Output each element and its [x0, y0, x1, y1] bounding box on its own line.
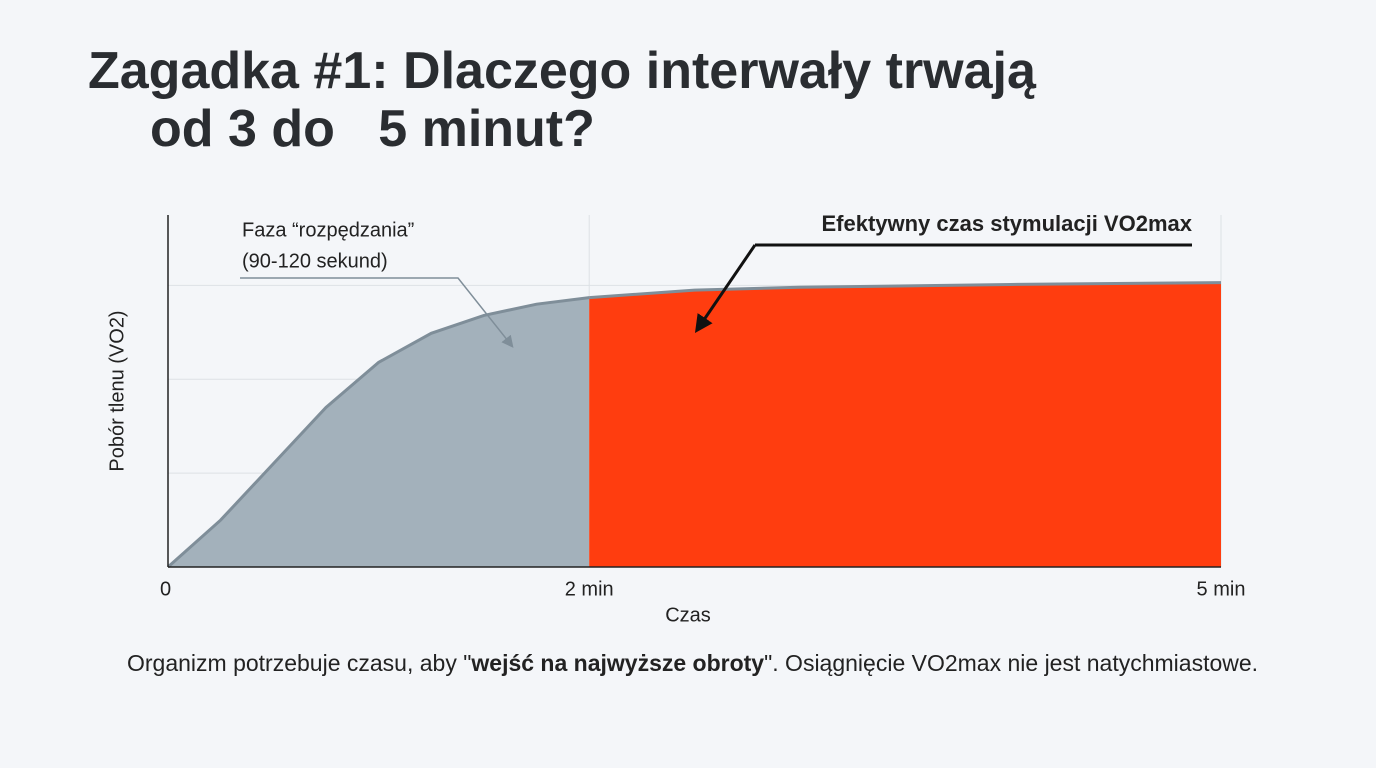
area	[168, 297, 590, 567]
annotation: (90-120 sekund)	[242, 250, 388, 272]
x-tick-label: 2 min	[565, 578, 614, 600]
area-line	[167, 296, 590, 569]
area	[589, 282, 1221, 567]
annotation: Efektywny czas stymulacji VO2max	[821, 211, 1192, 236]
y-axis-label: Pobór tlenu (VO2)	[106, 310, 128, 471]
annotation-arrow	[240, 277, 514, 348]
annotation: Faza “rozpędzania”	[242, 219, 414, 241]
title-line: Zagadka #1: Dlaczego interwały trwają	[88, 42, 1037, 100]
caption: Organizm potrzebuje czasu, aby "wejść na…	[127, 646, 1277, 681]
annotation-arrow	[694, 244, 757, 333]
chart: Zagadka #1: Dlaczego interwały trwają od…	[88, 42, 1246, 626]
caption-text: Organizm potrzebuje czasu, aby "	[127, 650, 472, 676]
title-line: od 3 do 5 minut?	[150, 100, 595, 158]
area-line	[589, 281, 1222, 300]
x-tick-label: 0	[160, 578, 171, 600]
caption-text: ". Osiągnięcie VO2max nie jest natychmia…	[764, 650, 1259, 676]
x-tick-label: 5 min	[1197, 578, 1246, 600]
caption-bold: wejść na najwyższe obroty	[471, 650, 765, 676]
x-axis-label: Czas	[665, 604, 711, 626]
